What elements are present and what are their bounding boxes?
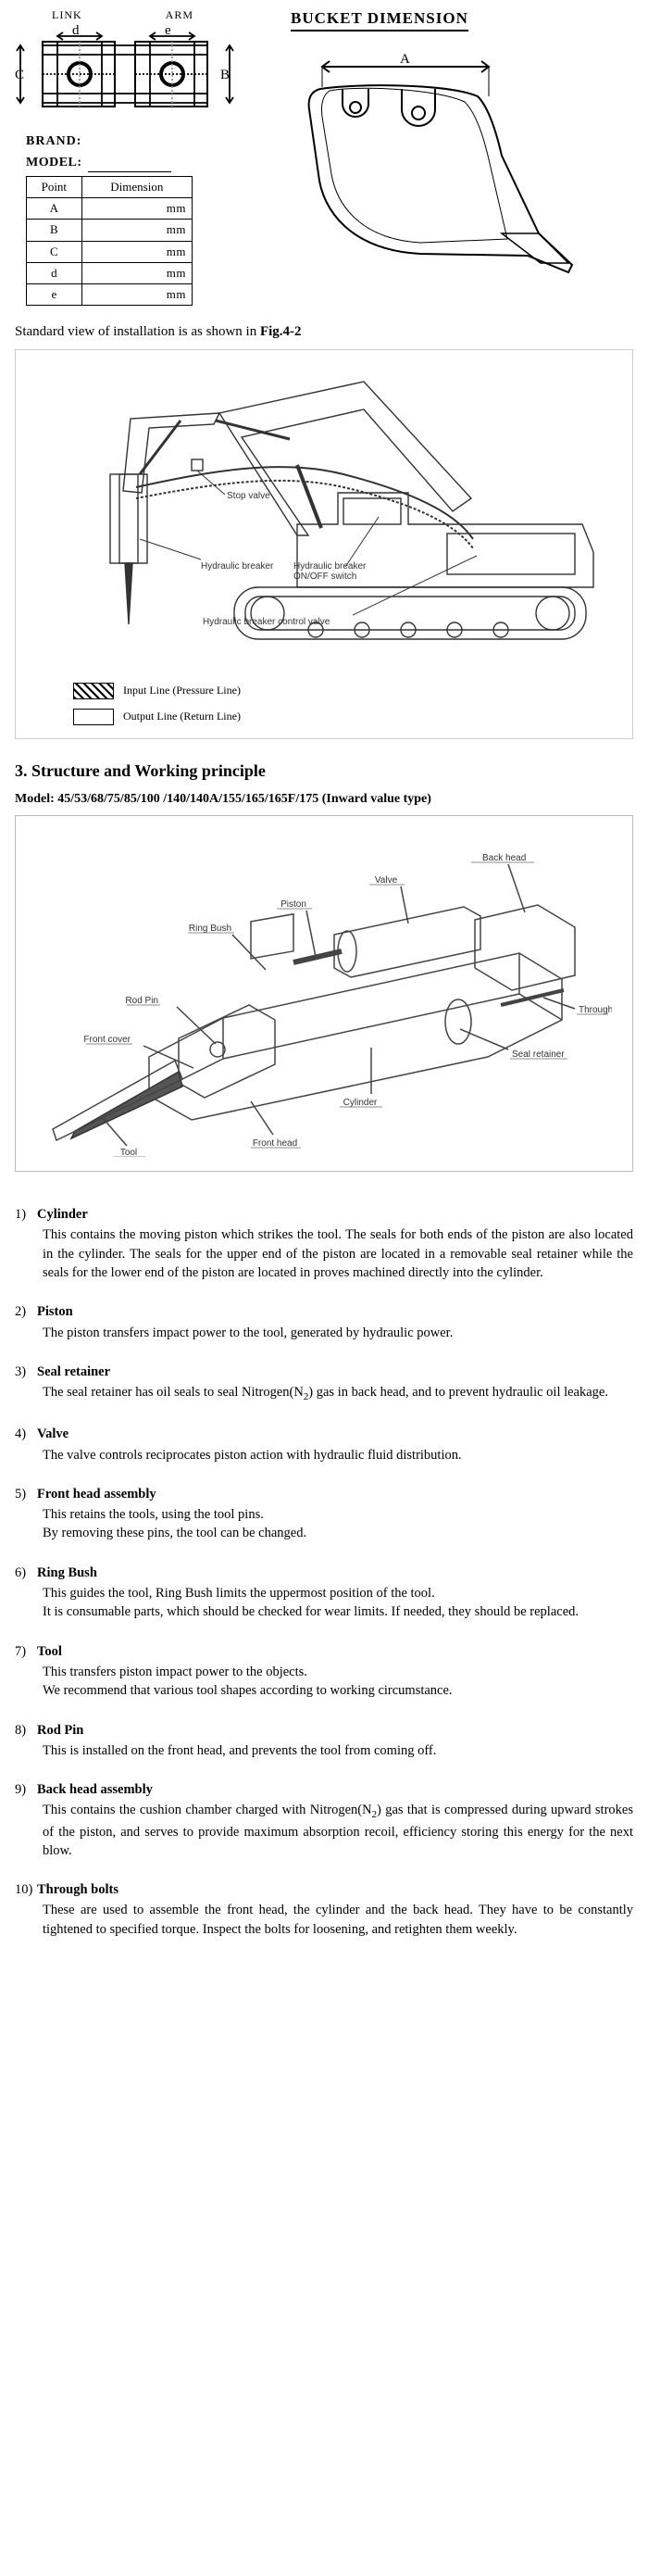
components-list: 1)Cylinder This contains the moving pisto… — [15, 1205, 633, 1939]
breaker-figure: Back head Valve Piston Ring Bush Rod Pin… — [15, 815, 633, 1172]
link-arm-diagram: C B d e — [15, 23, 237, 125]
dim-A: A — [400, 52, 410, 67]
dim-head-dim: Dimension — [81, 176, 192, 197]
arm-label: ARM — [166, 7, 193, 23]
component-item: 8)Rod Pin This is installed on the front … — [15, 1721, 633, 1761]
excavator-figure: Stop valve Hydraulic breaker Hydraulic b… — [15, 349, 633, 739]
legend-output-label: Output Line (Return Line) — [123, 709, 241, 724]
brand-label: BRAND: — [26, 132, 255, 151]
component-body: The piston transfers impact power to the… — [43, 1324, 633, 1342]
dim-B: B — [220, 68, 230, 82]
dimension-table: Point Dimension Amm Bmm Cmm dmm emm — [26, 176, 193, 306]
component-number: 2) — [15, 1302, 37, 1321]
component-number: 5) — [15, 1485, 37, 1503]
component-item: 9)Back head assembly This contains the cu… — [15, 1780, 633, 1860]
table-row: Cmm — [27, 241, 193, 262]
standard-view-text: Standard view of installation is as show… — [15, 322, 633, 342]
component-item: 3)Seal retainer The seal retainer has oil… — [15, 1363, 633, 1404]
component-body: The seal retainer has oil seals to seal … — [43, 1383, 633, 1404]
label-onoff: Hydraulic breakerON/OFF switch — [293, 561, 367, 582]
component-title: Cylinder — [37, 1207, 88, 1222]
table-row: Amm — [27, 198, 193, 220]
legend-input-label: Input Line (Pressure Line) — [123, 683, 241, 698]
dim-e: e — [165, 23, 171, 38]
lbl-back-head: Back head — [482, 853, 526, 863]
table-row: Bmm — [27, 220, 193, 241]
component-number: 6) — [15, 1564, 37, 1582]
component-title: Back head assembly — [37, 1782, 153, 1797]
component-body: This retains the tools, using the tool p… — [43, 1505, 633, 1543]
component-item: 5)Front head assembly This retains the to… — [15, 1485, 633, 1543]
component-title: Piston — [37, 1304, 73, 1319]
bucket-column: BUCKET DIMENSION — [263, 7, 633, 276]
component-body: This is installed on the front head, and… — [43, 1741, 633, 1760]
component-body: These are used to assemble the front hea… — [43, 1901, 633, 1939]
lbl-through-bolt: Through bolt — [579, 1005, 612, 1015]
component-item: 1)Cylinder This contains the moving pisto… — [15, 1205, 633, 1282]
section3-model: Model: 45/53/68/75/85/100 /140/140A/155/… — [15, 790, 633, 809]
component-title: Through bolts — [37, 1882, 118, 1897]
link-arm-column: LINK ARM — [15, 7, 255, 306]
component-title: Ring Bush — [37, 1565, 97, 1580]
component-item: 6)Ring Bush This guides the tool, Ring Bu… — [15, 1564, 633, 1622]
lbl-tool: Tool — [120, 1148, 137, 1157]
component-number: 9) — [15, 1780, 37, 1799]
bucket-diagram: A — [263, 35, 605, 276]
table-row: emm — [27, 283, 193, 305]
lbl-piston: Piston — [280, 899, 306, 910]
legend-swatch-hatched — [73, 683, 114, 699]
lbl-valve: Valve — [375, 875, 398, 886]
component-body: This contains the moving piston which st… — [43, 1225, 633, 1282]
component-body: This transfers piston impact power to th… — [43, 1663, 633, 1701]
label-hyd-breaker: Hydraulic breaker — [201, 561, 274, 572]
component-title: Front head assembly — [37, 1487, 156, 1502]
dim-d: d — [72, 23, 80, 38]
brand-model-table-block: BRAND: MODEL: Point Dimension Amm Bmm Cm… — [15, 132, 255, 306]
dim-head-point: Point — [27, 176, 82, 197]
component-title: Valve — [37, 1426, 69, 1441]
component-title: Rod Pin — [37, 1723, 83, 1738]
bucket-title: BUCKET DIMENSION — [291, 7, 468, 31]
component-number: 8) — [15, 1721, 37, 1740]
component-number: 7) — [15, 1642, 37, 1661]
link-label: LINK — [52, 7, 82, 23]
breaker-svg: Back head Valve Piston Ring Bush Rod Pin… — [19, 823, 612, 1157]
component-item: 2)Piston The piston transfers impact powe… — [15, 1302, 633, 1342]
component-number: 10) — [15, 1880, 37, 1899]
component-item: 4)Valve The valve controls reciprocates p… — [15, 1425, 633, 1464]
lbl-front-cover: Front cover — [83, 1035, 131, 1045]
excavator-svg: Stop valve Hydraulic breaker Hydraulic b… — [19, 354, 612, 669]
lbl-ring-bush: Ring Bush — [189, 924, 231, 934]
lbl-rod-pin: Rod Pin — [125, 996, 158, 1006]
label-ctrl-valve: Hydraulic breaker control valve — [203, 617, 330, 627]
component-body: The valve controls reciprocates piston a… — [43, 1446, 633, 1464]
model-blank-line — [88, 159, 171, 172]
component-title: Seal retainer — [37, 1364, 110, 1379]
component-body: This contains the cushion chamber charge… — [43, 1801, 633, 1860]
component-title: Tool — [37, 1644, 62, 1659]
lbl-cylinder: Cylinder — [343, 1098, 378, 1108]
component-number: 1) — [15, 1205, 37, 1224]
lbl-seal-ret: Seal retainer — [512, 1049, 565, 1060]
dim-C: C — [15, 68, 24, 82]
component-number: 3) — [15, 1363, 37, 1381]
label-stop-valve: Stop valve — [227, 491, 270, 501]
top-figure-row: LINK ARM — [15, 7, 633, 306]
legend-swatch-plain — [73, 709, 114, 725]
legend: Input Line (Pressure Line) Output Line (… — [73, 683, 629, 725]
component-item: 10)Through bolts These are used to assemb… — [15, 1880, 633, 1939]
component-number: 4) — [15, 1425, 37, 1443]
model-label: MODEL: — [26, 154, 82, 172]
component-body: This guides the tool, Ring Bush limits t… — [43, 1584, 633, 1622]
section3-title: 3. Structure and Working principle — [15, 760, 633, 783]
lbl-front-head: Front head — [253, 1138, 297, 1149]
component-item: 7)Tool This transfers piston impact power… — [15, 1642, 633, 1701]
table-row: dmm — [27, 262, 193, 283]
